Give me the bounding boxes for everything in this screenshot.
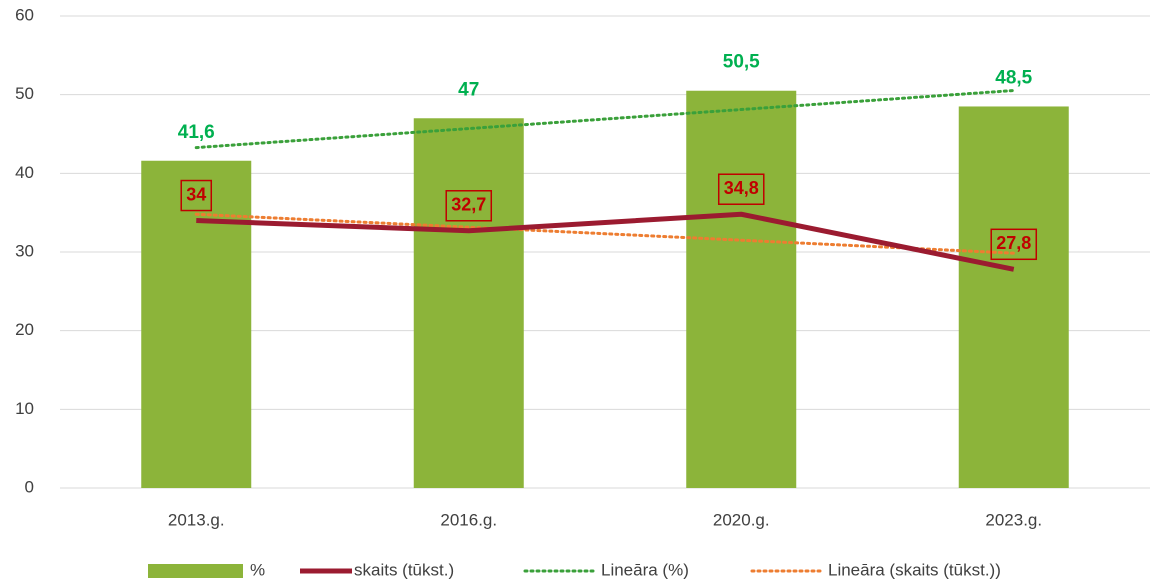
data-label-box	[445, 190, 493, 222]
legend-label: %	[250, 560, 265, 579]
data-label: 32,7	[451, 195, 486, 215]
x-tick-label: 2023.g.	[985, 510, 1042, 529]
data-label: 27,8	[996, 233, 1031, 253]
y-tick-label: 50	[15, 84, 34, 103]
data-label: 47	[458, 79, 479, 100]
data-label: 34	[186, 184, 206, 204]
y-tick-label: 20	[15, 320, 34, 339]
y-tick-label: 40	[15, 163, 34, 182]
legend-label: Lineāra (skaits (tūkst.))	[828, 560, 1001, 579]
y-tick-label: 30	[15, 241, 34, 260]
y-tick-label: 10	[15, 399, 34, 418]
trendline	[194, 88, 1016, 150]
data-label-box	[990, 228, 1038, 261]
x-tick-label: 2013.g.	[168, 510, 225, 529]
y-tick-label: 0	[25, 477, 34, 496]
x-tick-label: 2016.g.	[440, 510, 497, 529]
data-label-box	[180, 179, 213, 212]
y-tick-label: 60	[15, 5, 34, 24]
legend-swatch	[148, 564, 243, 578]
bar	[686, 90, 797, 488]
bar	[413, 118, 524, 489]
legend-label: skaits (tūkst.)	[354, 560, 454, 579]
data-label: 41,6	[178, 122, 215, 143]
line-series	[196, 211, 1015, 272]
bar	[958, 106, 1069, 488]
data-label: 48,5	[995, 67, 1032, 88]
data-label-box	[717, 173, 765, 205]
data-label: 34,8	[724, 178, 759, 198]
legend-label: Lineāra (%)	[601, 560, 689, 579]
data-label: 50,5	[723, 52, 760, 73]
trendline	[194, 212, 1016, 255]
x-tick-label: 2020.g.	[713, 510, 770, 529]
